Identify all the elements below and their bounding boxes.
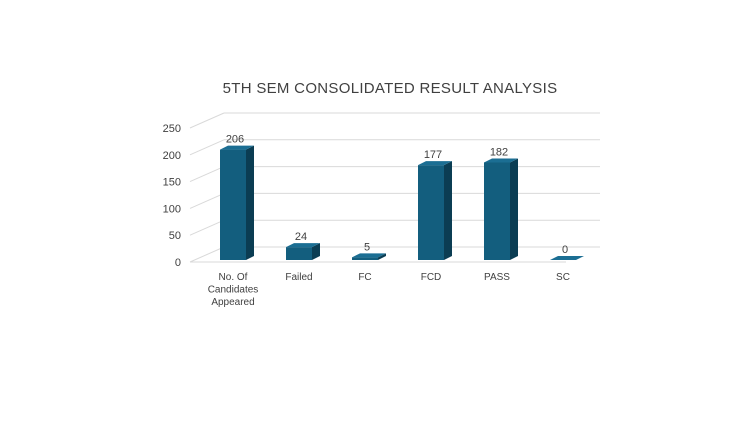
data-label-5: 0 (562, 244, 568, 256)
bar-side-3 (444, 161, 452, 260)
chart-title: 5TH SEM CONSOLIDATED RESULT ANALYSIS (222, 80, 558, 97)
y-tick-label-2: 100 (163, 203, 181, 215)
bar-top-4 (484, 158, 518, 163)
y-tick-label-5: 250 (163, 123, 181, 135)
x-tick-label-line: Failed (285, 272, 312, 283)
x-tick-label-line: Candidates (208, 285, 259, 296)
bar-side-4 (510, 158, 518, 260)
bar-side-2 (378, 253, 386, 260)
gridline-side-5 (189, 112, 225, 129)
bar-front-4 (484, 162, 510, 260)
y-tick-label-0: 0 (175, 257, 181, 269)
data-label-1: 24 (295, 231, 307, 243)
bar-top-3 (418, 161, 452, 166)
y-tick-label-3: 150 (163, 177, 181, 189)
gridline-side-4 (189, 139, 225, 156)
x-tick-label-4: PASS (484, 272, 510, 283)
bar-side-1 (312, 243, 320, 260)
x-tick-label-line: No. Of (219, 272, 248, 283)
bar-top-5 (550, 256, 584, 260)
data-label-3: 177 (424, 149, 442, 161)
x-tick-label-line: Appeared (211, 297, 254, 308)
data-label-4: 182 (490, 146, 508, 158)
bar-front-0 (220, 149, 246, 260)
bar-front-1 (286, 247, 312, 260)
x-tick-label-line: SC (556, 272, 570, 283)
gridline-side-1 (189, 219, 225, 236)
x-tick-label-line: PASS (484, 272, 510, 283)
gridline-side-0 (189, 246, 225, 263)
bar-side-0 (246, 145, 254, 260)
x-tick-label-0: No. Of Candidates Appeared (208, 272, 259, 308)
gridline-side-3 (189, 166, 225, 183)
bar-top-1 (286, 243, 320, 248)
x-tick-label-3: FCD (421, 272, 442, 283)
bar-front-2 (352, 257, 378, 260)
y-tick-label-4: 200 (163, 150, 181, 162)
bar-top-2 (352, 253, 386, 258)
gridline-side-2 (189, 192, 225, 209)
x-tick-label-line: FCD (421, 272, 442, 283)
data-label-0: 206 (226, 134, 244, 146)
x-tick-label-5: SC (556, 272, 570, 283)
bar-top-0 (220, 145, 254, 150)
x-tick-label-line: FC (358, 272, 371, 283)
x-tick-label-2: FC (358, 272, 371, 283)
y-tick-label-1: 50 (169, 230, 181, 242)
bar-front-3 (418, 165, 444, 260)
x-tick-label-1: Failed (285, 272, 312, 283)
data-label-2: 5 (364, 241, 370, 253)
